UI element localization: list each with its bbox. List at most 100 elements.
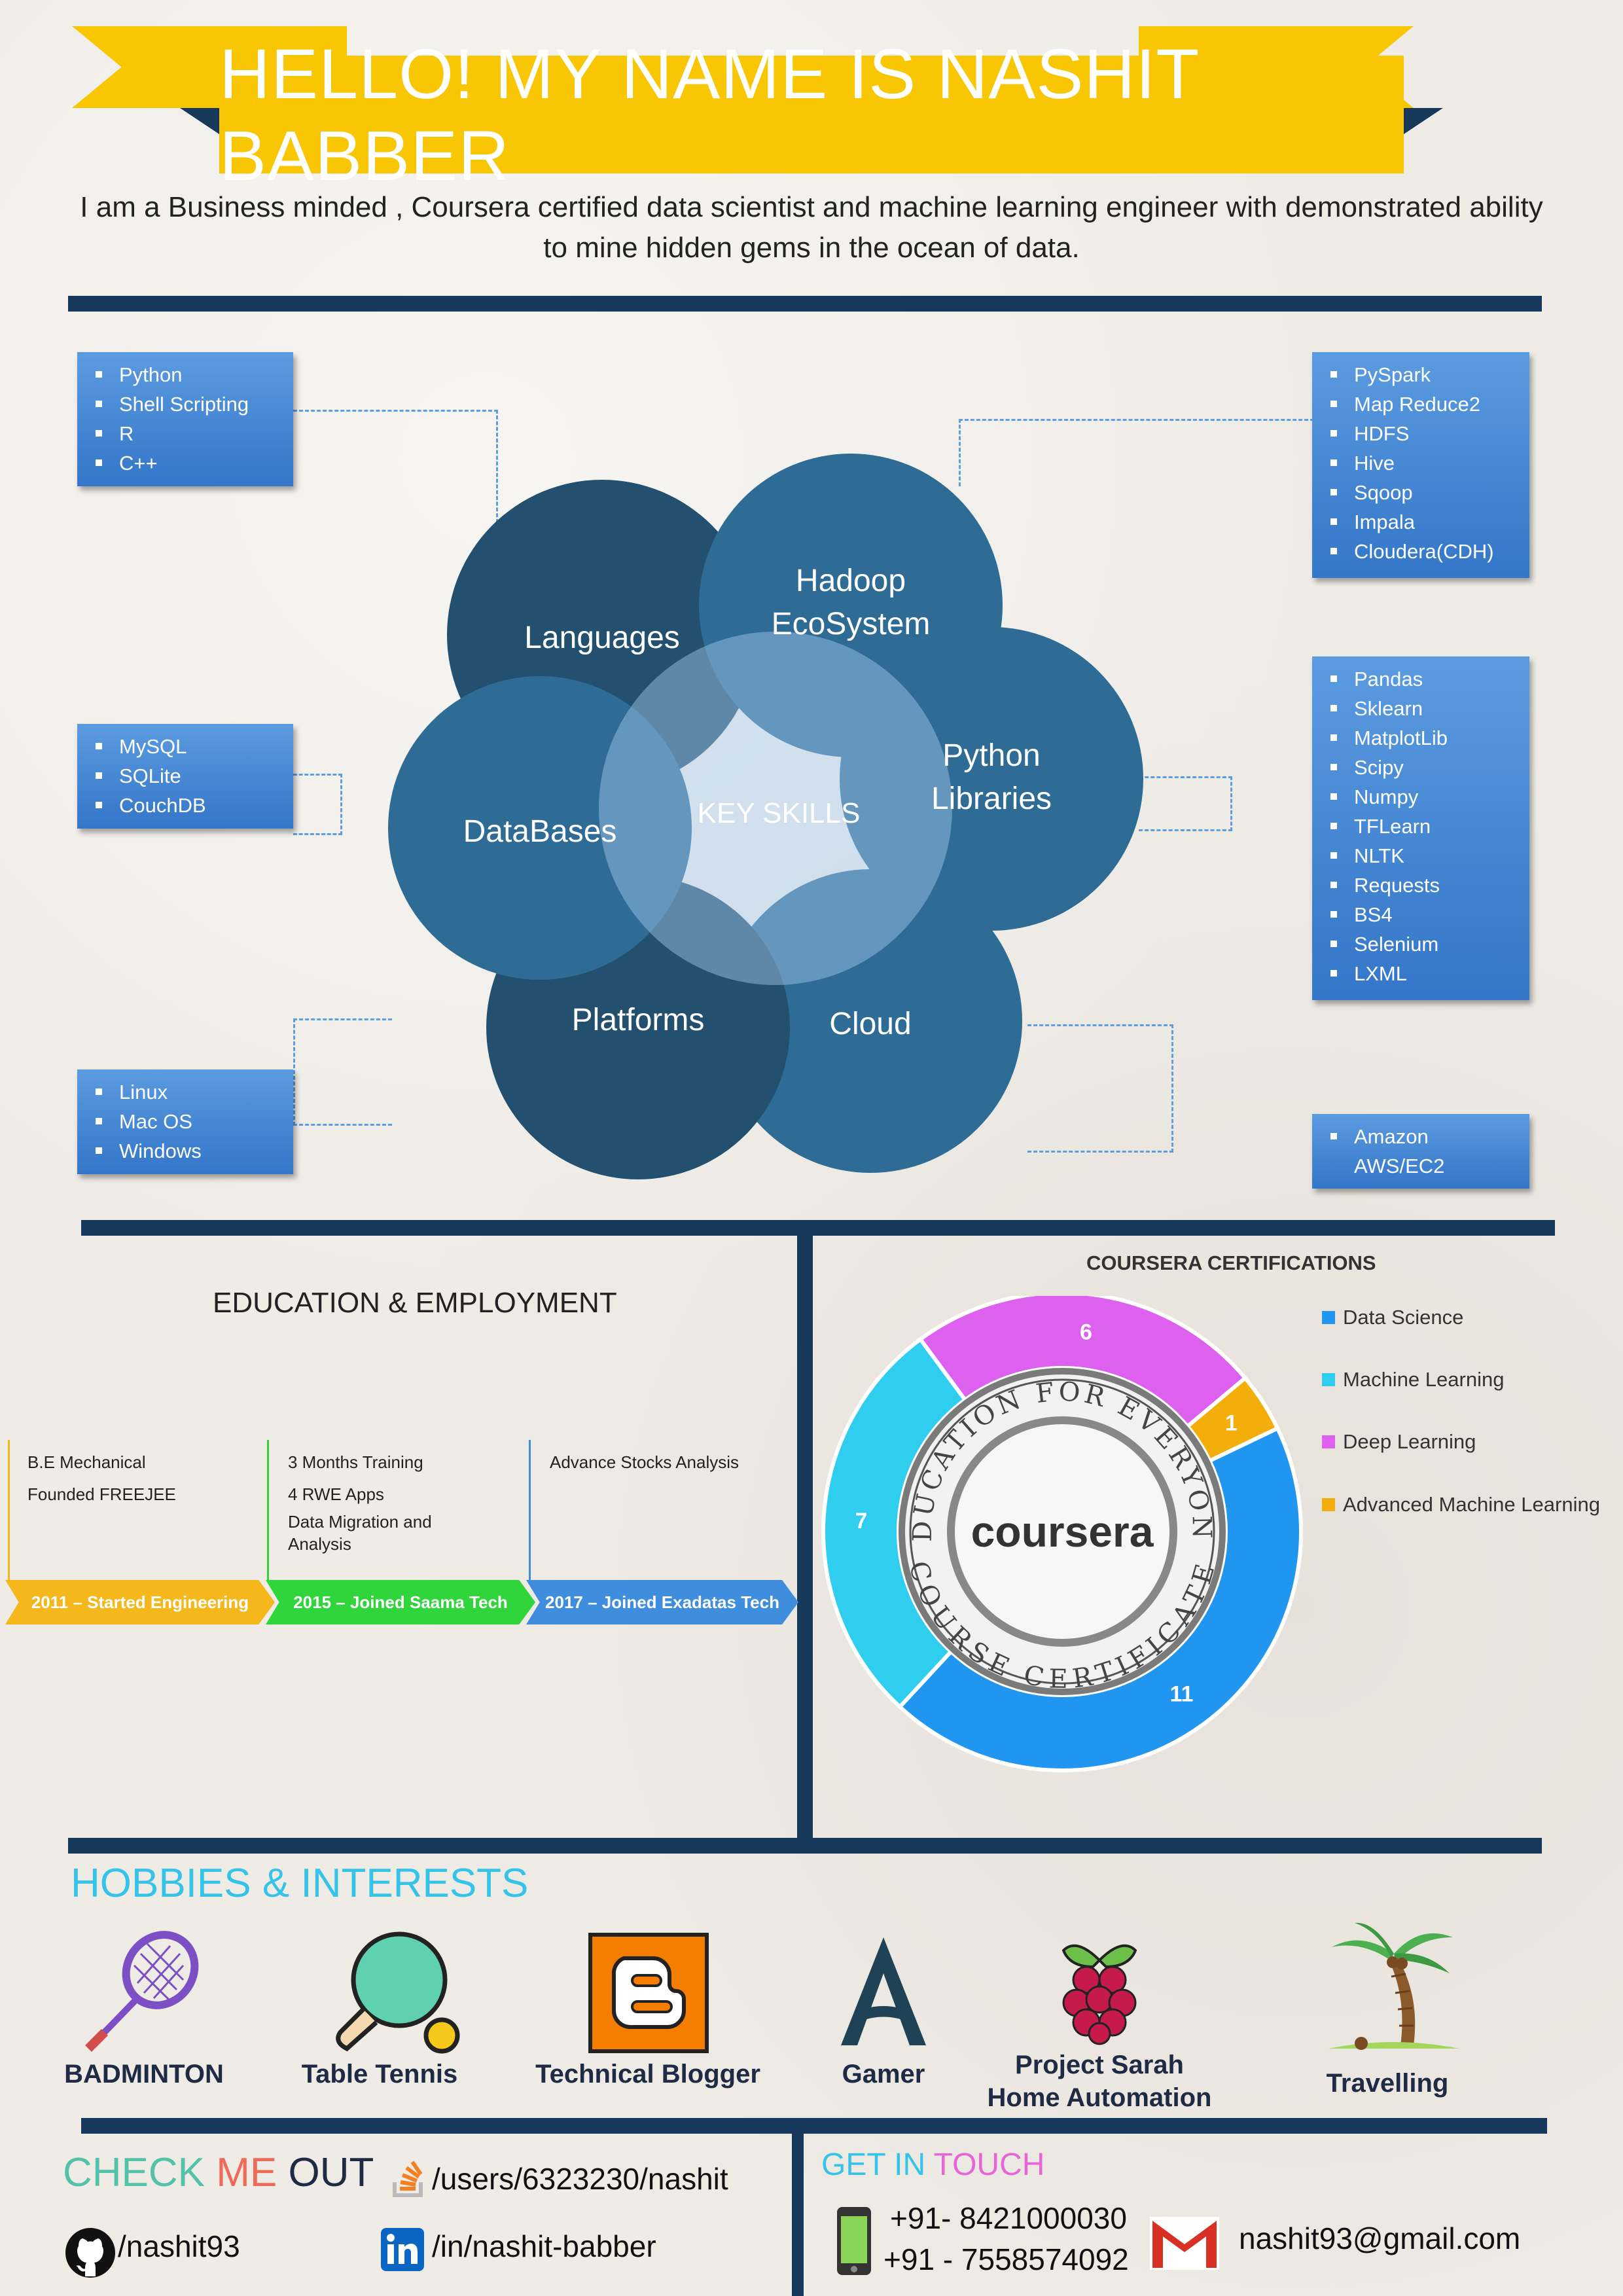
divider-footer-vertical bbox=[792, 2134, 804, 2296]
list-item: C++ bbox=[96, 448, 283, 478]
email-link[interactable]: nashit93@gmail.com bbox=[1239, 2221, 1521, 2255]
hobbies-title-a: HOBBIES bbox=[71, 1861, 251, 1906]
divider-footer bbox=[81, 2118, 1547, 2134]
legend-swatch bbox=[1322, 1311, 1335, 1324]
timeline-detail: Founded FREEJEE bbox=[27, 1484, 176, 1504]
list-item: CouchDB bbox=[96, 791, 283, 820]
skill-box-platforms: Linux Mac OS Windows bbox=[77, 1069, 293, 1174]
bubble-label-languages: Languages bbox=[524, 620, 680, 655]
check-title-c: OUT bbox=[288, 2150, 374, 2195]
bubble-label-databases: DataBases bbox=[463, 814, 617, 849]
timeline-detail: Advance Stocks Analysis bbox=[550, 1452, 740, 1472]
hobby-label-badminton: BADMINTON bbox=[64, 2060, 224, 2089]
donut-value-label: 11 bbox=[1169, 1682, 1193, 1707]
seal-ring-line bbox=[909, 1378, 1215, 1685]
page-title-banner: HELLO! MY NAME IS NASHIT BABBER bbox=[219, 34, 1404, 195]
assassins-creed-icon bbox=[841, 1937, 926, 2045]
timeline-arrow-2011: 2011 – Started Engineering bbox=[5, 1580, 275, 1624]
hobby-label-project-sarah: Project Sarah Home Automation bbox=[975, 2049, 1224, 2114]
legend-item-deep-learning: Deep Learning bbox=[1322, 1430, 1476, 1454]
stackoverflow-link[interactable]: /users/6323230/nashit bbox=[432, 2162, 728, 2196]
timeline-details-2017: Advance Stocks Analysis bbox=[550, 1446, 798, 1479]
touch-title-c: TOUCH bbox=[933, 2147, 1045, 2182]
linkedin-link[interactable]: /in/nashit-babber bbox=[432, 2229, 656, 2263]
gmail-icon bbox=[1150, 2217, 1219, 2270]
bubble-label-python-libraries: Python Libraries bbox=[931, 738, 1052, 816]
list-item: BS4 bbox=[1330, 900, 1519, 929]
touch-title-a: GET bbox=[821, 2147, 885, 2182]
donut-value-label: 7 bbox=[855, 1509, 868, 1534]
list-item: Mac OS bbox=[96, 1107, 283, 1136]
timeline-detail: 3 Months Training bbox=[288, 1452, 423, 1472]
bubble-label-hadoop: Hadoop EcoSystem bbox=[771, 564, 931, 641]
bubble-label-key-skills: KEY SKILLS bbox=[697, 797, 861, 829]
timeline-label-2011: 2011 – Started Engineering bbox=[31, 1592, 249, 1612]
timeline-arrow-2015: 2015 – Joined Saama Tech bbox=[266, 1580, 535, 1624]
list-item: Shell Scripting bbox=[96, 389, 283, 419]
legend-label: Data Science bbox=[1343, 1306, 1464, 1329]
list-item: SQLite bbox=[96, 761, 283, 791]
legend-item-advanced-machine-learning: Advanced Machine Learning bbox=[1322, 1493, 1600, 1516]
hobby-label-technical-blogger: Technical Blogger bbox=[535, 2060, 760, 2089]
badminton-racket-icon bbox=[85, 1931, 199, 2052]
donut-value-label: 1 bbox=[1225, 1410, 1238, 1435]
skill-box-databases: MySQL SQLite CouchDB bbox=[77, 724, 293, 829]
page-title: HELLO! MY NAME IS NASHIT BABBER bbox=[219, 34, 1199, 195]
list-item: MySQL bbox=[96, 732, 283, 761]
phone-2[interactable]: +91 - 7558574092 bbox=[883, 2242, 1129, 2276]
hobbies-title-b: INTERESTS bbox=[300, 1861, 529, 1906]
list-item: Cloudera(CDH) bbox=[1330, 537, 1519, 566]
timeline-details-2011: B.E Mechanical Founded FREEJEE bbox=[27, 1446, 263, 1511]
legend-swatch bbox=[1322, 1498, 1335, 1511]
timeline-detail: 4 RWE Apps bbox=[288, 1484, 384, 1504]
skill-box-hadoop: PySpark Map Reduce2 HDFS Hive Sqoop Impa… bbox=[1312, 352, 1529, 578]
blogger-icon bbox=[588, 1933, 709, 2053]
list-item: Scipy bbox=[1330, 753, 1519, 782]
phone-1[interactable]: +91- 8421000030 bbox=[890, 2201, 1127, 2235]
timeline-label-2015: 2015 – Joined Saama Tech bbox=[293, 1592, 508, 1612]
github-link[interactable]: /nashit93 bbox=[118, 2229, 240, 2263]
list-item: R bbox=[96, 419, 283, 448]
timeline-tick-2015 bbox=[267, 1440, 269, 1580]
timeline-detail: Data Migration and bbox=[288, 1512, 432, 1532]
hobby-label-table-tennis: Table Tennis bbox=[301, 2060, 458, 2089]
check-title-b: ME bbox=[216, 2150, 277, 2195]
hobby-label-travelling: Travelling bbox=[1326, 2069, 1449, 2098]
connector-hadoop bbox=[959, 419, 1314, 486]
chart-title: COURSERA CERTIFICATIONS bbox=[1086, 1251, 1376, 1274]
legend-item-data-science: Data Science bbox=[1322, 1306, 1463, 1329]
bubble-databases bbox=[388, 676, 692, 980]
timeline-detail: Analysis bbox=[288, 1534, 351, 1554]
get-in-touch-title: GET IN TOUCH bbox=[821, 2147, 1044, 2183]
timeline-detail: B.E Mechanical bbox=[27, 1452, 146, 1472]
timeline-tick-2017 bbox=[529, 1440, 531, 1580]
list-item: Sklearn bbox=[1330, 694, 1519, 723]
hobby-label-line: Home Automation bbox=[987, 2083, 1212, 2112]
divider-top bbox=[68, 296, 1542, 312]
list-item: Sqoop bbox=[1330, 478, 1519, 507]
table-tennis-icon bbox=[336, 1931, 460, 2054]
list-item: HDFS bbox=[1330, 419, 1519, 448]
list-item: Python bbox=[96, 360, 283, 389]
banner-fold-left bbox=[180, 108, 219, 134]
list-item: Linux bbox=[96, 1077, 283, 1107]
legend-label: Machine Learning bbox=[1343, 1368, 1505, 1391]
bubble-label-platforms: Platforms bbox=[571, 1003, 705, 1037]
coursera-logo-text: coursera bbox=[971, 1507, 1154, 1556]
phone-icon bbox=[837, 2207, 871, 2275]
bubble-key-skills-center bbox=[599, 632, 952, 985]
list-item: Requests bbox=[1330, 870, 1519, 900]
check-me-out-title: CHECK ME OUT bbox=[63, 2149, 374, 2196]
skill-box-cloud: Amazon AWS/EC2 bbox=[1312, 1114, 1529, 1189]
legend-label: Deep Learning bbox=[1343, 1430, 1476, 1453]
linkedin-icon bbox=[381, 2228, 424, 2271]
bubble-cloud bbox=[719, 869, 1022, 1173]
donut-value-label: 6 bbox=[1080, 1320, 1092, 1345]
stackoverflow-icon bbox=[393, 2161, 423, 2197]
banner-fold-right bbox=[1404, 108, 1443, 134]
bubble-hadoop bbox=[699, 454, 1003, 757]
skill-box-python-libraries: Pandas Sklearn MatplotLib Scipy Numpy TF… bbox=[1312, 656, 1529, 1000]
hobbies-title: HOBBIES & INTERESTS bbox=[71, 1860, 528, 1907]
list-item: Numpy bbox=[1330, 782, 1519, 812]
hobby-label-line: Project Sarah bbox=[1015, 2051, 1184, 2079]
